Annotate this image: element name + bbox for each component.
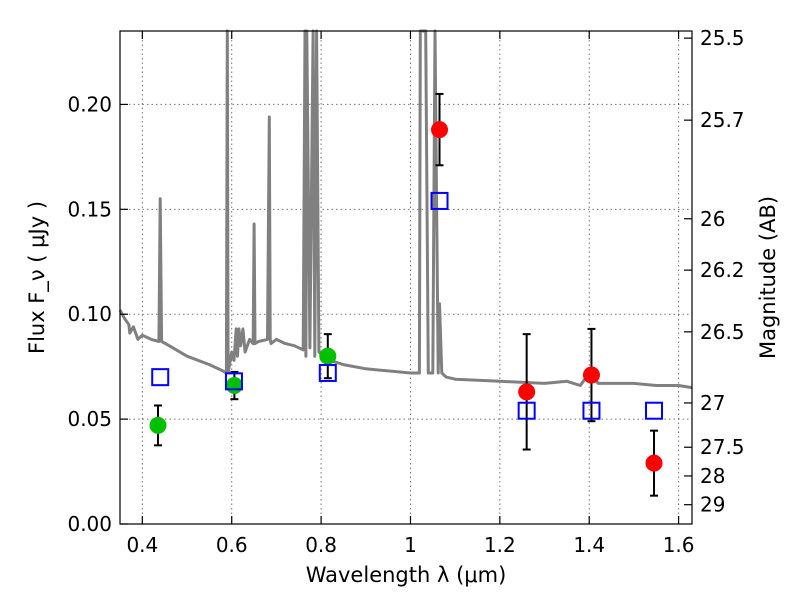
data-point [582,366,600,384]
y-tick-label: 0.05 [67,407,112,431]
y2-tick-label: 25.5 [700,26,745,50]
plot-frame [119,30,693,525]
y2-tick-label: 27.5 [700,435,745,459]
y2-tick-label: 29 [700,493,725,517]
y2-tick-label: 25.7 [700,108,745,132]
y2-tick-label: 26 [700,207,725,231]
x-axis: 0.4 0.6 0.8 1 1.2 1.4 1.6 [126,31,695,557]
model-point [318,363,337,382]
model-spectrum [118,29,693,390]
grid [120,31,692,525]
y-axis-right: 25.5 25.7 26 26.2 26.5 27 27.5 28 29 [684,26,745,517]
y-axis-title: Flux F_ν ( μJy ) [25,201,50,354]
x-tick-label: 0.8 [305,533,337,557]
x-tick-label: 1 [404,533,417,557]
model-point [151,368,170,387]
x-axis-title: Wavelength λ (μm) [306,563,507,587]
model-point [224,372,243,391]
x-tick-label: 1.4 [573,533,605,557]
model-point [582,401,601,420]
y-axis-left: 0.00 0.05 0.10 0.15 0.20 [67,92,128,536]
data-point [645,454,663,472]
x-tick-label: 1.2 [484,533,516,557]
data-point [518,383,536,401]
y2-tick-label: 26.2 [700,258,745,282]
photometry-markers [149,92,664,497]
y-tick-label: 0.10 [67,302,112,326]
x-tick-label: 1.6 [663,533,695,557]
model-point [517,401,536,420]
data-point [225,377,243,395]
x-tick-label: 0.4 [126,533,158,557]
data-point [431,121,449,139]
y2-tick-label: 28 [700,464,725,488]
y2-tick-label: 26.5 [700,320,745,344]
y-tick-label: 0.20 [67,92,112,116]
y2-tick-label: 27 [700,391,725,415]
x-tick-label: 0.6 [216,533,248,557]
y2-axis-title: Magnitude (AB) [756,196,780,359]
data-point [319,347,337,365]
model-spectrum-line [118,29,693,390]
model-point [645,401,664,420]
y-tick-label: 0.00 [67,512,112,536]
model-point [430,191,449,210]
y-tick-label: 0.15 [67,197,112,221]
data-point [149,416,167,434]
